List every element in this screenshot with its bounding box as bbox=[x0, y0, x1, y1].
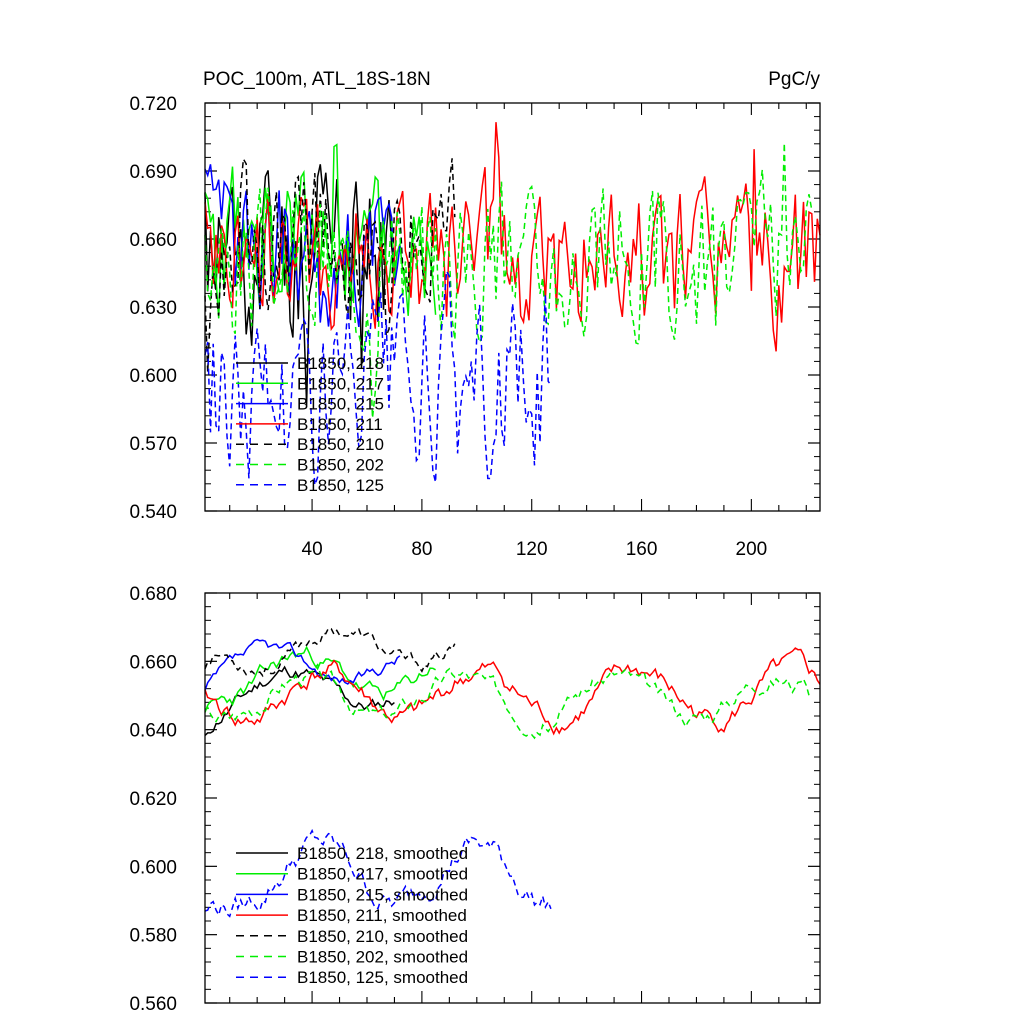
legend-label: B1850, 217, smoothed bbox=[297, 865, 468, 884]
y-tick-label: 0.640 bbox=[129, 721, 177, 742]
x-tick-label: 80 bbox=[411, 539, 432, 560]
bottom-axis-ticks: 0.560 0.580 0.600 0.620 0.640 0.660 0.680 bbox=[129, 584, 820, 1015]
legend-label: B1850, 218, smoothed bbox=[297, 844, 468, 863]
x-tick-label: 120 bbox=[516, 539, 548, 560]
series-line bbox=[204, 647, 821, 736]
bottom-series-group bbox=[204, 627, 821, 918]
y-tick-label: 0.620 bbox=[129, 789, 177, 810]
top-series-group bbox=[204, 122, 821, 486]
series-line bbox=[204, 268, 552, 486]
series-line bbox=[204, 638, 401, 691]
bottom-plot-frame bbox=[204, 592, 821, 1004]
series-line bbox=[204, 156, 456, 373]
x-tick-label: 160 bbox=[626, 539, 658, 560]
y-tick-label: 0.570 bbox=[129, 434, 177, 455]
legend-label: B1850, 217 bbox=[297, 374, 384, 393]
legend-label: B1850, 125, smoothed bbox=[297, 968, 468, 987]
y-tick-label: 0.680 bbox=[129, 584, 177, 605]
series-line bbox=[204, 142, 813, 419]
legend-label: B1850, 211 bbox=[297, 415, 383, 434]
y-tick-label: 0.660 bbox=[129, 230, 177, 251]
series-line bbox=[204, 663, 813, 740]
legend-label: B1850, 202 bbox=[297, 456, 384, 475]
top-axis-ticks: 0.540 0.570 0.600 0.630 0.660 0.690 0.720 40 80 1… bbox=[129, 94, 820, 560]
chart-title: POC_100m, ATL_18S-18N bbox=[203, 69, 431, 90]
legend-label: B1850, 210, smoothed bbox=[297, 927, 468, 946]
panel-top: POC_100m, ATL_18S-18N PgC/y 0.5400.5700.… bbox=[129, 69, 821, 560]
y-tick-label: 0.630 bbox=[129, 298, 177, 319]
legend-label: B1850, 211, smoothed bbox=[297, 906, 467, 925]
y-tick-label: 0.660 bbox=[129, 652, 177, 673]
y-tick-label: 0.580 bbox=[129, 926, 177, 947]
y-tick-label: 0.600 bbox=[129, 366, 177, 387]
chart-units: PgC/y bbox=[768, 69, 820, 90]
legend-label: B1850, 215 bbox=[297, 395, 384, 414]
legend-label: B1850, 215, smoothed bbox=[297, 885, 468, 904]
bottom-legend: B1850, 218, smoothed B1850, 217, smoothed… bbox=[236, 844, 468, 987]
y-tick-label: 0.600 bbox=[129, 857, 177, 878]
legend-label: B1850, 218 bbox=[297, 354, 384, 373]
legend-label: B1850, 202, smoothed bbox=[297, 948, 468, 967]
legend-label: B1850, 125 bbox=[297, 476, 384, 495]
x-tick-label: 40 bbox=[302, 539, 323, 560]
y-tick-label: 0.690 bbox=[129, 162, 177, 183]
y-tick-label: 0.540 bbox=[129, 502, 177, 523]
panel-bottom: 0.560 0.580 0.600 0.620 0.640 0.660 0.680 B185… bbox=[129, 584, 821, 1015]
series-line bbox=[204, 627, 456, 678]
series-line bbox=[204, 828, 552, 918]
y-tick-label: 0.720 bbox=[129, 94, 177, 115]
y-tick-label: 0.560 bbox=[129, 994, 177, 1015]
legend-label: B1850, 210 bbox=[297, 435, 384, 454]
series-line bbox=[204, 645, 436, 713]
x-tick-label: 200 bbox=[736, 539, 768, 560]
top-plot-frame bbox=[204, 102, 821, 512]
